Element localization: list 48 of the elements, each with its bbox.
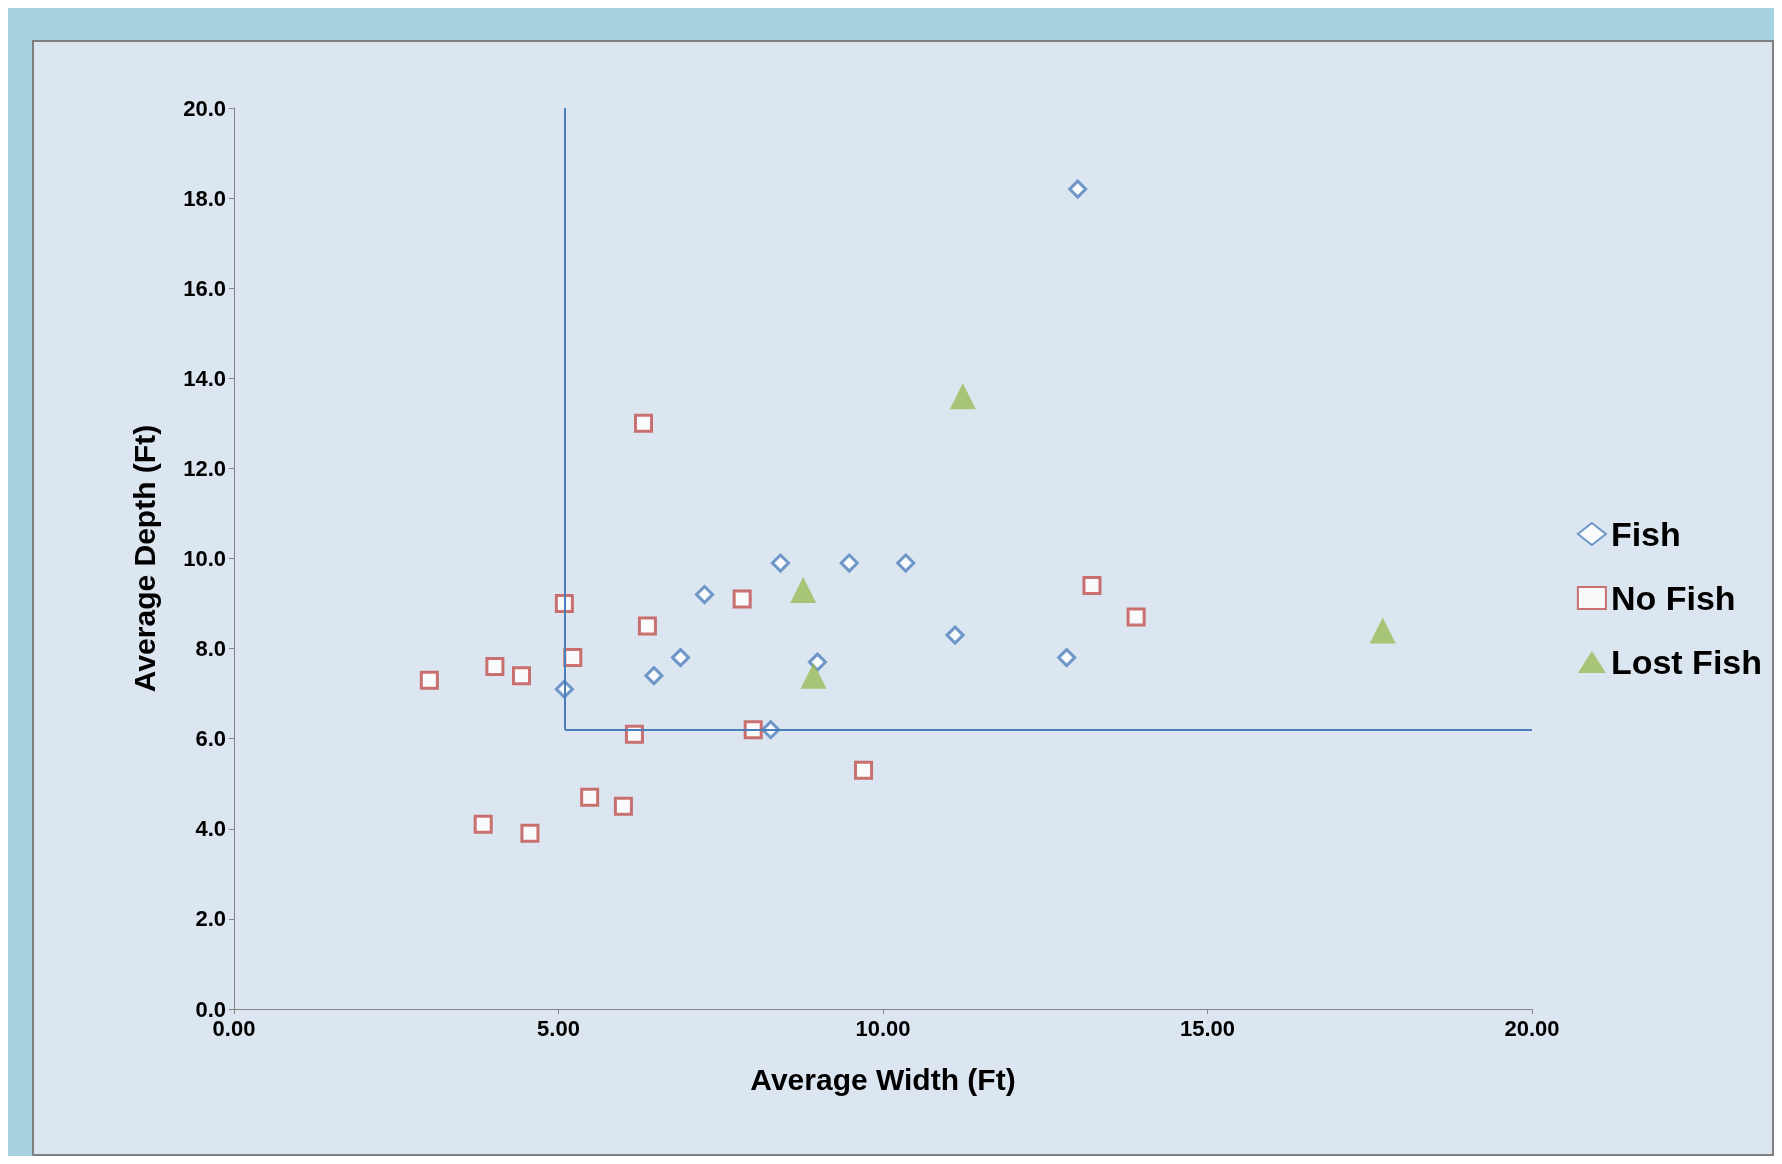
- point: [1082, 576, 1102, 596]
- point: [671, 648, 691, 668]
- y-tick-label: 0.0: [195, 996, 226, 1022]
- point: [949, 383, 976, 410]
- point: [637, 616, 657, 636]
- point: [770, 553, 790, 573]
- point: [839, 553, 859, 573]
- point: [580, 787, 600, 807]
- point: [512, 666, 532, 686]
- point: [1126, 607, 1146, 627]
- point: [644, 666, 664, 686]
- legend-label: No Fish: [1610, 579, 1736, 617]
- y-tick-label: 6.0: [195, 726, 226, 752]
- point: [807, 652, 827, 672]
- point: [1369, 617, 1396, 644]
- point: [1068, 179, 1088, 199]
- x-axis-title: Average Width (Ft): [750, 1062, 1016, 1096]
- point: [790, 577, 817, 604]
- point: [419, 670, 439, 690]
- point: [896, 553, 916, 573]
- point: [473, 814, 493, 834]
- point: [634, 413, 654, 433]
- y-tick-label: 8.0: [195, 636, 226, 662]
- point: [800, 662, 827, 689]
- y-tick-label: 16.0: [183, 275, 226, 301]
- point: [563, 648, 583, 668]
- legend-label: Lost Fish: [1610, 643, 1762, 681]
- y-tick-label: 2.0: [195, 906, 226, 932]
- point: [945, 625, 965, 645]
- y-tick-label: 12.0: [183, 455, 226, 481]
- point: [732, 589, 752, 609]
- x-tick-label: 10.00: [855, 1015, 911, 1041]
- x-tick-label: 5.00: [537, 1015, 580, 1041]
- point: [485, 657, 505, 677]
- y-tick-label: 20.0: [183, 95, 226, 121]
- point: [695, 585, 715, 605]
- point: [520, 823, 540, 843]
- y-axis-title: Average Depth (Ft): [127, 424, 161, 693]
- y-tick-label: 14.0: [183, 365, 226, 391]
- x-tick-label: 20.00: [1504, 1015, 1560, 1041]
- y-tick-label: 10.0: [183, 546, 226, 571]
- point: [613, 796, 633, 816]
- point: [854, 760, 874, 780]
- legend-label: Fish: [1610, 515, 1681, 553]
- point: [1057, 648, 1077, 668]
- y-tick-label: 4.0: [195, 816, 226, 842]
- y-tick-label: 18.0: [183, 185, 226, 211]
- x-tick-label: 15.00: [1179, 1015, 1236, 1041]
